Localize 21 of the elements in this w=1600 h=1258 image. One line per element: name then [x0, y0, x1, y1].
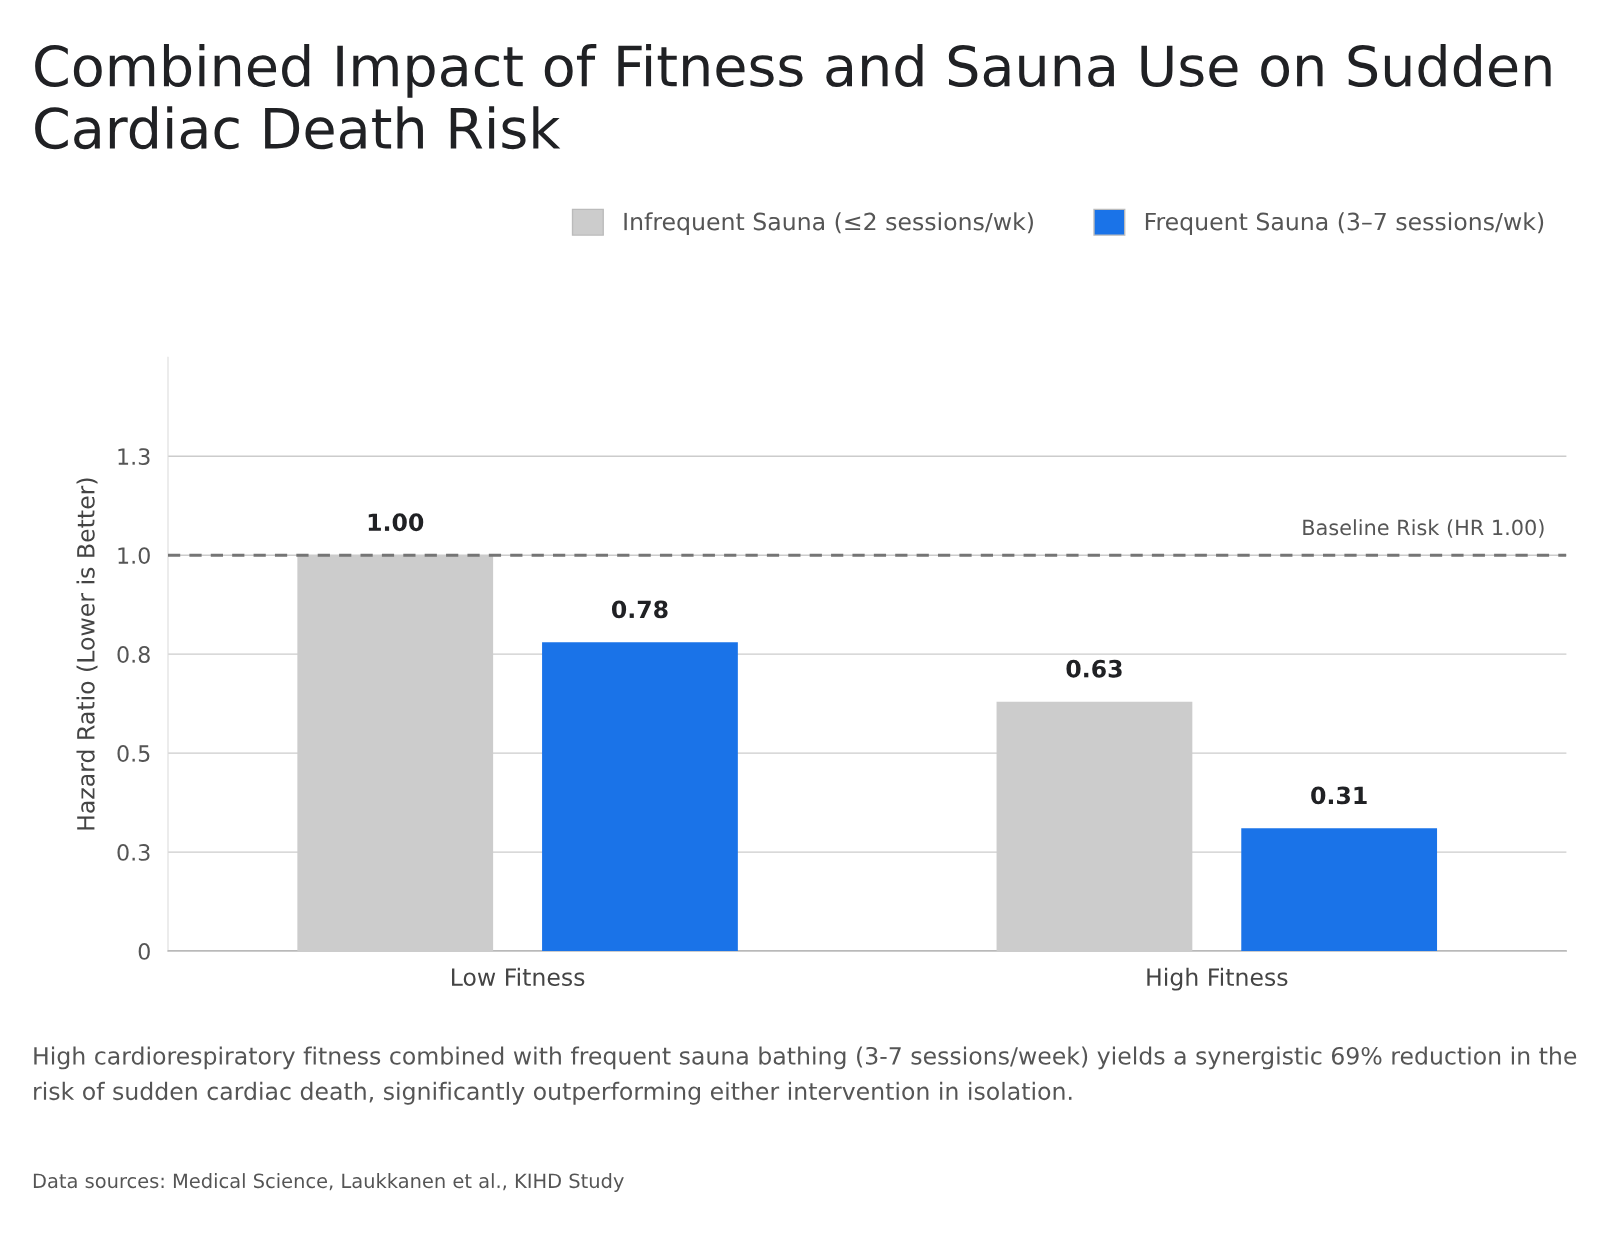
y-tick-label: 1.3 — [118, 448, 150, 465]
y-tick-label: 1.0 — [118, 547, 150, 564]
data-label: 0.31 — [1311, 786, 1367, 805]
text: High cardiorespiratory fitness combined with frequent sauna bathing (3-7 sessions/week) yields a synergistic 69% reduction in the risk of sudden cardiac death, significantly outperforming either intervention in isolation. — [34, 1046, 1577, 1105]
data-label: 1.00 — [368, 513, 424, 532]
x-tick-label: Low Fitness — [452, 967, 585, 986]
data-label: 0.63 — [1066, 659, 1122, 678]
bar — [1241, 828, 1438, 952]
bar — [542, 642, 738, 952]
chart-title: Combined Impact of Fitness and Sauna Use on Sudden Cardiac Death Risk — [35, 44, 1551, 150]
text: Data sources: Medical Science, Laukkanen et al., KIHD Study — [33, 1173, 624, 1192]
y-tick-label: 0.5 — [117, 745, 150, 762]
legend-label: Infrequent Sauna (≤2 sessions/wk) — [624, 212, 1033, 236]
ref-line-label: Baseline Risk (HR 1.00) — [1303, 519, 1544, 538]
data-label: 0.78 — [611, 600, 668, 619]
x-tick-label: High Fitness — [1147, 967, 1288, 991]
legend-label: Frequent Sauna (3–7 sessions/wk) — [1145, 212, 1544, 236]
y-axis-title: Hazard Ratio (Lower is Better) — [76, 478, 98, 830]
y-tick-label: 0.8 — [117, 646, 150, 663]
y-tick-label: 0.3 — [117, 844, 150, 861]
y-tick-label: 0 — [138, 943, 150, 960]
